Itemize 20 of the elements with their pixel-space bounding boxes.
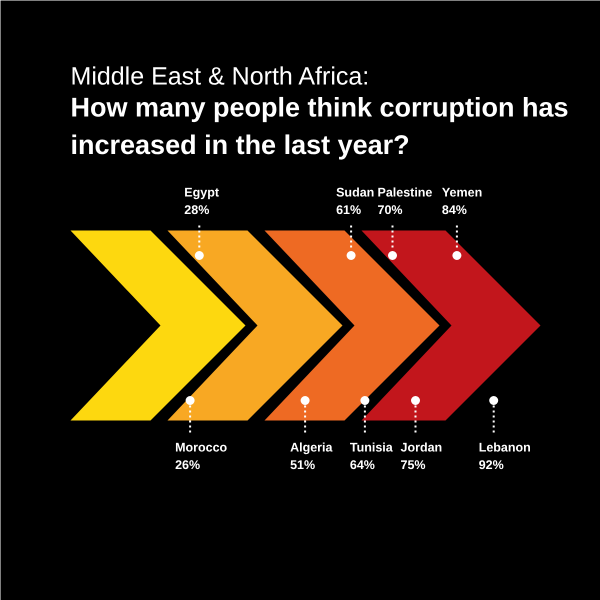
- category-label: Morocco: [175, 440, 228, 454]
- category-label: Lebanon: [478, 440, 531, 454]
- data-label: 75%: [400, 458, 426, 472]
- category-label: Algeria: [290, 440, 334, 454]
- data-label: 64%: [350, 458, 375, 472]
- text: Middle East & North Africa:: [70, 62, 370, 90]
- data-label: 84%: [442, 203, 467, 217]
- data-label: 28%: [184, 203, 210, 217]
- data-label: 70%: [378, 203, 403, 217]
- data-label: 51%: [290, 458, 316, 472]
- data-label: 92%: [478, 458, 504, 472]
- data-label: 26%: [175, 458, 200, 472]
- category-label: Palestine: [378, 186, 432, 200]
- category-label: Egypt: [184, 186, 220, 200]
- category-label: Yemen: [442, 186, 482, 200]
- category-label: Jordan: [400, 440, 442, 454]
- category-label: Sudan: [336, 186, 374, 200]
- category-label: Tunisia: [350, 440, 394, 454]
- data-label: 61%: [336, 203, 362, 217]
- text: How many people think corruption has increased in the last year?: [70, 92, 569, 160]
